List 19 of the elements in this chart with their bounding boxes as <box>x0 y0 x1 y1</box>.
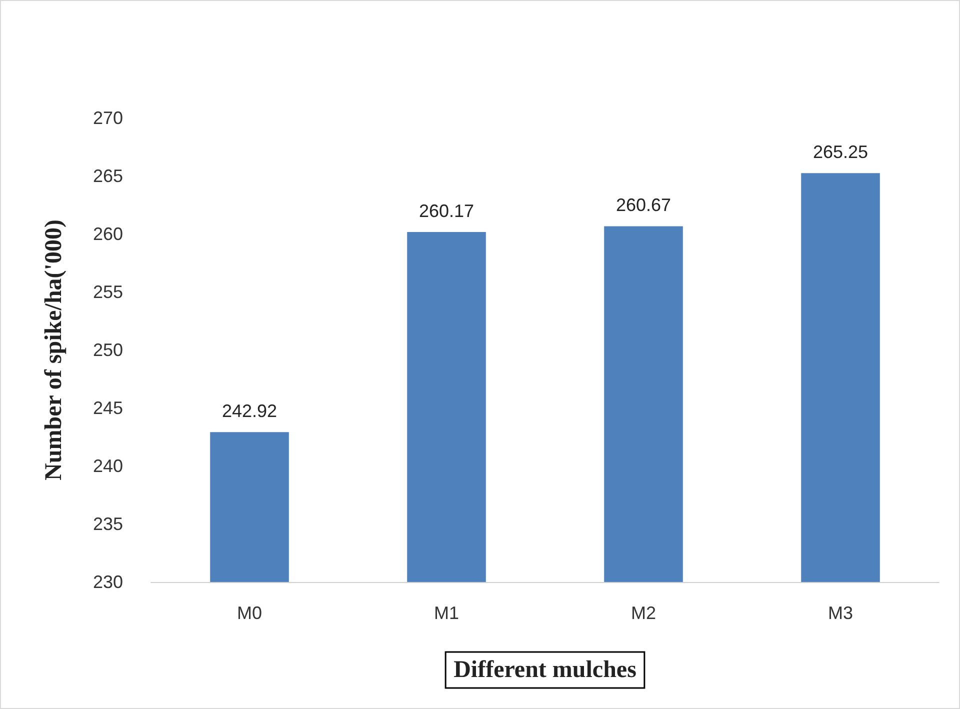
y-tick-label: 250 <box>92 340 123 360</box>
y-tick-label: 235 <box>92 514 123 534</box>
y-tick-label: 240 <box>92 456 123 476</box>
y-tick-label: 230 <box>92 572 123 592</box>
data-label: 242.92 <box>222 401 278 422</box>
x-tick-label: M0 <box>236 603 262 623</box>
x-axis-title: Different mulches <box>454 657 636 683</box>
x-tick-label: M3 <box>828 603 854 623</box>
data-label: 260.67 <box>616 195 672 216</box>
data-label: 265.25 <box>812 142 868 162</box>
y-tick-label: 260 <box>92 224 123 244</box>
y-tick-label: 270 <box>92 108 123 128</box>
y-tick-label: 245 <box>92 398 123 418</box>
y-tick-label: 255 <box>92 282 123 302</box>
x-tick-label: M2 <box>630 603 656 623</box>
data-label: 260.17 <box>418 201 474 222</box>
y-axis-title: Number of spike/ha('000) <box>41 220 67 480</box>
x-tick-label: M1 <box>434 603 460 623</box>
y-tick-label: 265 <box>92 166 123 186</box>
